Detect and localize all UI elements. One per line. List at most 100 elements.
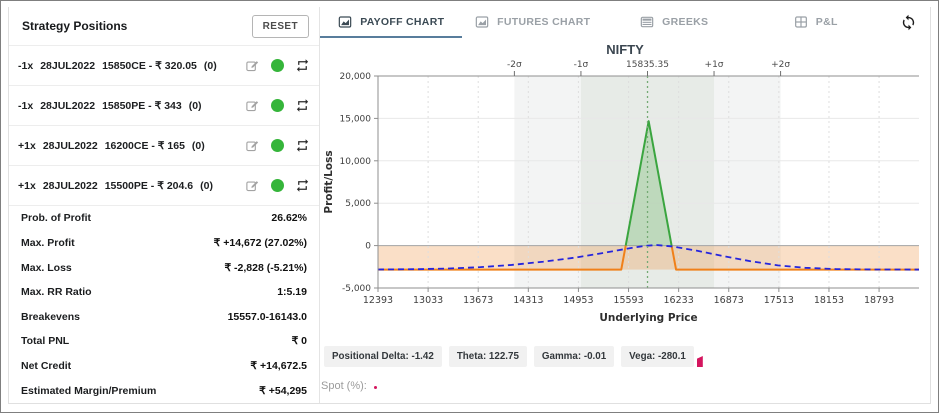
position-instrument: 16200CE - ₹ 165 bbox=[104, 139, 185, 152]
y-tick-label: 10,000 bbox=[340, 157, 372, 167]
y-axis-title: Profit/Loss bbox=[323, 150, 335, 213]
stat-row: Net Credit ₹ +14,672.5 bbox=[9, 354, 319, 379]
tab-greeks[interactable]: GREEKS bbox=[603, 7, 745, 38]
sigma-label: -2σ bbox=[507, 60, 522, 70]
y-tick-label: 15,000 bbox=[340, 114, 372, 124]
stat-row: Prob. of Profit 26.62% bbox=[9, 206, 319, 231]
reset-button[interactable]: RESET bbox=[251, 14, 309, 38]
tab-label: PAYOFF CHART bbox=[360, 15, 445, 28]
stat-label: Max. Profit bbox=[21, 236, 75, 249]
table-icon bbox=[640, 16, 654, 27]
stat-row: Max. Loss ₹ -2,828 (-5.21%) bbox=[9, 255, 319, 280]
position-status-dot-icon[interactable] bbox=[271, 59, 284, 72]
tab-payoff-chart[interactable]: PAYOFF CHART bbox=[320, 7, 462, 38]
chart-tabs: PAYOFF CHART FUTURES CHART GREEKS P&L bbox=[320, 7, 930, 38]
sigma-label: +2σ bbox=[771, 60, 790, 70]
loss-region-fill bbox=[378, 245, 919, 270]
strategy-stats: Prob. of Profit 26.62% Max. Profit ₹ +14… bbox=[9, 206, 319, 403]
spot-row: Spot (%): bbox=[321, 380, 930, 392]
position-row: +1x 28JUL2022 16200CE - ₹ 165 (0) bbox=[9, 126, 319, 166]
position-expiry: 28JUL2022 bbox=[40, 99, 96, 112]
stat-row: Estimated Margin/Premium ₹ +54,295 bbox=[9, 378, 319, 403]
stat-value: ₹ 0 bbox=[291, 335, 307, 348]
x-tick-label: 18153 bbox=[814, 295, 844, 306]
edit-icon bbox=[246, 141, 259, 152]
y-tick-label: 0 bbox=[365, 242, 371, 252]
x-tick-label: 13033 bbox=[413, 295, 443, 306]
position-lots: (0) bbox=[188, 99, 202, 112]
edit-position-icon[interactable] bbox=[245, 58, 260, 73]
position-expiry: 28JUL2022 bbox=[42, 179, 98, 192]
x-tick-label: 14313 bbox=[513, 295, 543, 306]
expiry-payoff-line-loss bbox=[378, 245, 627, 271]
spot-label: Spot (%): bbox=[321, 380, 367, 392]
tab-futures-chart[interactable]: FUTURES CHART bbox=[462, 7, 604, 38]
position-expiry: 28JUL2022 bbox=[42, 139, 98, 152]
area-chart-icon bbox=[338, 15, 352, 28]
repeat-icon bbox=[296, 139, 309, 152]
stat-value: ₹ +14,672.5 bbox=[250, 360, 307, 373]
x-tick-label: 16873 bbox=[714, 295, 744, 306]
x-tick-label: 16233 bbox=[664, 295, 694, 306]
x-axis-title: Underlying Price bbox=[599, 312, 697, 324]
grid-icon bbox=[794, 15, 807, 28]
repeat-position-icon[interactable] bbox=[295, 58, 310, 73]
spot-cursor-dot bbox=[373, 385, 377, 389]
repeat-icon bbox=[296, 179, 309, 192]
position-instrument: 15500PE - ₹ 204.6 bbox=[104, 179, 194, 192]
position-status-dot-icon[interactable] bbox=[271, 139, 284, 152]
repeat-position-icon[interactable] bbox=[295, 138, 310, 153]
edit-position-icon[interactable] bbox=[245, 178, 260, 193]
position-qty: -1x bbox=[18, 99, 34, 112]
sigma-label: -1σ bbox=[574, 60, 589, 70]
y-tick-label: 20,000 bbox=[340, 72, 372, 82]
position-status-dot-icon[interactable] bbox=[271, 99, 284, 112]
position-expiry: 28JUL2022 bbox=[40, 59, 96, 72]
strategy-builder-card: Strategy Positions RESET -1x 28JUL2022 1… bbox=[8, 7, 931, 404]
x-tick-label: 14953 bbox=[563, 295, 593, 306]
repeat-position-icon[interactable] bbox=[295, 98, 310, 113]
strategy-positions-panel: Strategy Positions RESET -1x 28JUL2022 1… bbox=[9, 7, 320, 403]
edit-icon bbox=[246, 101, 259, 112]
stat-label: Breakevens bbox=[21, 310, 80, 323]
tab-label: FUTURES CHART bbox=[497, 15, 591, 28]
chart-panel: PAYOFF CHART FUTURES CHART GREEKS P&L NIFTY… bbox=[320, 7, 930, 403]
text-cursor-mark bbox=[696, 356, 703, 367]
y-tick-label: -5,000 bbox=[342, 284, 371, 294]
stat-row: Breakevens 15557.0-16143.0 bbox=[9, 305, 319, 330]
stat-row: Max. Profit ₹ +14,672 (27.02%) bbox=[9, 231, 319, 256]
refresh-button[interactable] bbox=[886, 7, 930, 38]
greek-badge-theta: Theta: 122.75 bbox=[448, 346, 527, 367]
x-tick-label: 15593 bbox=[613, 295, 643, 306]
stat-label: Max. RR Ratio bbox=[21, 286, 92, 299]
panel-title: Strategy Positions bbox=[22, 19, 128, 33]
position-qty: +1x bbox=[18, 139, 36, 152]
stat-row: Total PNL ₹ 0 bbox=[9, 329, 319, 354]
position-row: -1x 28JUL2022 15850PE - ₹ 343 (0) bbox=[9, 86, 319, 126]
position-lots: (0) bbox=[203, 59, 217, 72]
greeks-bar: Positional Delta: -1.42 Theta: 122.75 Gamm… bbox=[324, 346, 930, 367]
y-tick-label: 5,000 bbox=[345, 199, 371, 209]
position-lots: (0) bbox=[200, 179, 213, 192]
stat-label: Total PNL bbox=[21, 335, 70, 348]
panel-header: Strategy Positions RESET bbox=[9, 7, 319, 46]
repeat-position-icon[interactable] bbox=[295, 178, 310, 193]
tab-p-l[interactable]: P&L bbox=[745, 7, 887, 38]
payoff-chart-canvas[interactable]: -5,000 0 5,000 10,000 15,000 20,000 12393 13033… bbox=[320, 58, 930, 330]
position-status-dot-icon[interactable] bbox=[271, 179, 284, 192]
edit-position-icon[interactable] bbox=[245, 98, 260, 113]
x-tick-label: 17513 bbox=[764, 295, 794, 306]
tab-label: GREEKS bbox=[662, 15, 709, 28]
profit-region-fill bbox=[625, 121, 672, 246]
sigma-label: +1σ bbox=[705, 60, 724, 70]
x-tick-label: 13673 bbox=[463, 295, 493, 306]
greek-badge-positional-delta: Positional Delta: -1.42 bbox=[324, 346, 442, 367]
stat-value: ₹ +14,672 (27.02%) bbox=[213, 236, 307, 249]
position-row: +1x 28JUL2022 15500PE - ₹ 204.6 (0) bbox=[9, 166, 319, 206]
stat-value: 15557.0-16143.0 bbox=[227, 310, 307, 323]
position-lots: (0) bbox=[191, 139, 205, 152]
greek-badge-gamma: Gamma: -0.01 bbox=[533, 346, 615, 367]
positions-list: -1x 28JUL2022 15850CE - ₹ 320.05 (0) -1x… bbox=[9, 46, 319, 206]
edit-position-icon[interactable] bbox=[245, 138, 260, 153]
